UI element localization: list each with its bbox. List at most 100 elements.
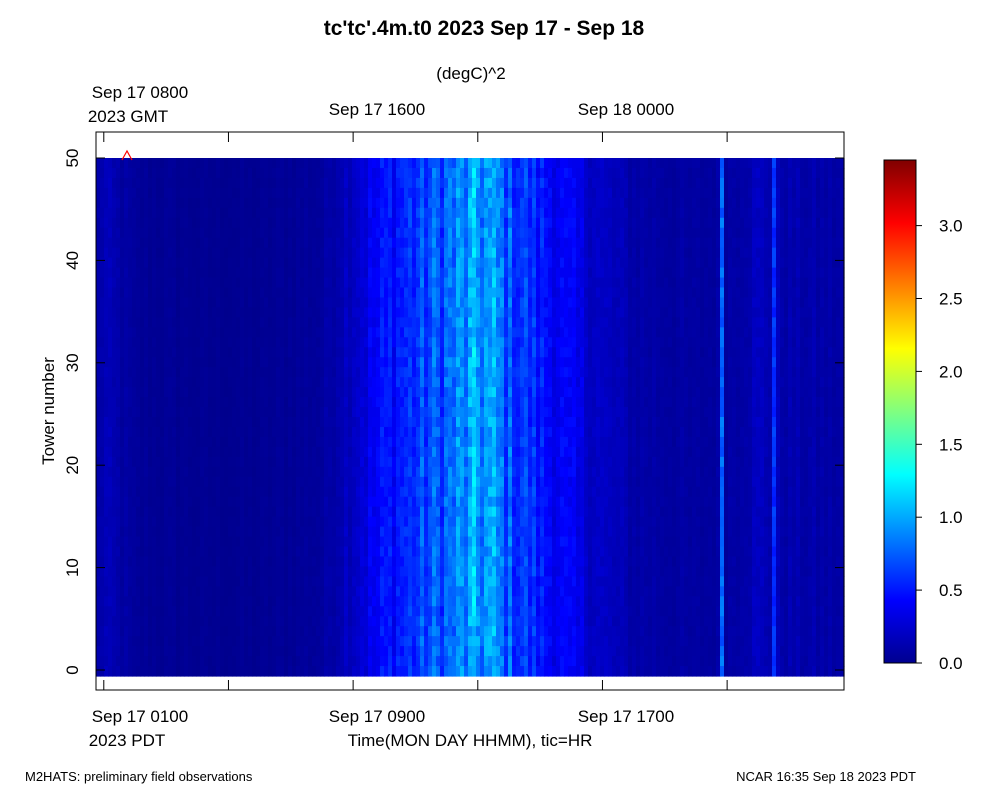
heatmap-cell xyxy=(252,158,257,169)
heatmap-cell xyxy=(276,436,281,448)
heatmap-cell xyxy=(444,397,449,408)
heatmap-cell xyxy=(220,626,225,637)
heatmap-cell xyxy=(264,556,269,568)
heatmap-cell xyxy=(336,327,341,338)
heatmap-cell xyxy=(216,586,221,597)
heatmap-cell xyxy=(148,586,153,597)
heatmap-cell xyxy=(280,496,285,508)
heatmap-cell xyxy=(380,436,385,448)
heatmap-cell xyxy=(376,337,381,348)
heatmap-cell xyxy=(440,466,445,478)
heatmap-cell xyxy=(420,207,425,219)
heatmap-cell xyxy=(420,526,425,538)
heatmap-cell xyxy=(320,636,325,647)
heatmap-cell xyxy=(124,656,129,667)
heatmap-cell xyxy=(96,158,101,169)
heatmap-cell xyxy=(136,197,141,209)
heatmap-cell xyxy=(180,556,185,568)
heatmap-cell xyxy=(340,476,345,488)
heatmap-cell xyxy=(208,506,213,518)
heatmap-cell xyxy=(104,576,109,587)
heatmap-cell xyxy=(332,307,337,318)
heatmap-cell xyxy=(280,407,285,418)
heatmap-cell xyxy=(320,337,325,348)
heatmap-cell xyxy=(368,626,373,637)
heatmap-cell xyxy=(248,247,253,259)
heatmap-cell xyxy=(236,436,241,448)
heatmap-cell xyxy=(448,407,453,418)
heatmap-cell xyxy=(280,347,285,358)
heatmap-cell xyxy=(360,397,365,408)
heatmap-cell xyxy=(424,666,429,677)
heatmap-cell xyxy=(456,377,461,388)
heatmap-cell xyxy=(464,167,469,179)
heatmap-cell xyxy=(208,237,213,249)
heatmap-cell xyxy=(232,287,237,299)
heatmap-cell xyxy=(240,247,245,259)
heatmap-cell xyxy=(284,536,289,548)
heatmap-cell xyxy=(200,407,205,418)
heatmap-cell xyxy=(400,586,405,597)
heatmap-cell xyxy=(476,177,481,189)
heatmap-cell xyxy=(384,257,389,269)
heatmap-cell xyxy=(320,207,325,219)
heatmap-cell xyxy=(448,207,453,219)
heatmap-cell xyxy=(152,217,157,229)
heatmap-cell xyxy=(188,646,193,657)
heatmap-cell xyxy=(428,606,433,617)
heatmap-cell xyxy=(116,536,121,548)
heatmap-cell xyxy=(392,606,397,617)
heatmap-cell xyxy=(388,307,393,318)
heatmap-cell xyxy=(144,277,149,289)
heatmap-cell xyxy=(192,227,197,239)
heatmap-cell xyxy=(128,506,133,518)
heatmap-cell xyxy=(144,606,149,617)
heatmap-cell xyxy=(436,426,441,438)
heatmap-cell xyxy=(136,267,141,279)
heatmap-cell xyxy=(360,596,365,607)
heatmap-cell xyxy=(240,646,245,657)
heatmap-cell xyxy=(472,586,477,597)
heatmap-cell xyxy=(180,446,185,458)
heatmap-cell xyxy=(148,446,153,458)
heatmap-cell xyxy=(468,456,473,468)
heatmap-cell xyxy=(124,367,129,378)
heatmap-cell xyxy=(476,626,481,637)
heatmap-cell xyxy=(428,367,433,378)
heatmap-cell xyxy=(232,666,237,677)
heatmap-cell xyxy=(188,267,193,279)
heatmap-cell xyxy=(128,187,133,199)
heatmap-cell xyxy=(372,367,377,378)
heatmap-cell xyxy=(444,576,449,587)
heatmap-cell xyxy=(200,606,205,617)
heatmap-cell xyxy=(164,377,169,388)
heatmap-cell xyxy=(248,426,253,438)
heatmap-cell xyxy=(140,666,145,677)
heatmap-cell xyxy=(124,327,129,338)
heatmap-cell xyxy=(208,666,213,677)
heatmap-cell xyxy=(460,177,465,189)
heatmap-cell xyxy=(152,367,157,378)
heatmap-cell xyxy=(316,606,321,617)
heatmap-cell xyxy=(392,217,397,229)
heatmap-cell xyxy=(252,606,257,617)
heatmap-cell xyxy=(288,297,293,309)
heatmap-cell xyxy=(308,576,313,587)
heatmap-cell xyxy=(244,247,249,259)
heatmap-cell xyxy=(332,197,337,209)
heatmap-cell xyxy=(324,158,329,169)
heatmap-cell xyxy=(140,357,145,368)
heatmap-cell xyxy=(304,317,309,328)
heatmap-cell xyxy=(160,546,165,558)
heatmap-cell xyxy=(164,397,169,408)
heatmap-cell xyxy=(356,297,361,309)
heatmap-cell xyxy=(384,636,389,647)
heatmap-cell xyxy=(420,217,425,229)
heatmap-cell xyxy=(212,476,217,488)
heatmap-cell xyxy=(136,307,141,318)
heatmap-cell xyxy=(220,387,225,398)
heatmap-cell xyxy=(364,606,369,617)
heatmap-cell xyxy=(192,536,197,548)
heatmap-cell xyxy=(368,616,373,627)
heatmap-cell xyxy=(184,367,189,378)
